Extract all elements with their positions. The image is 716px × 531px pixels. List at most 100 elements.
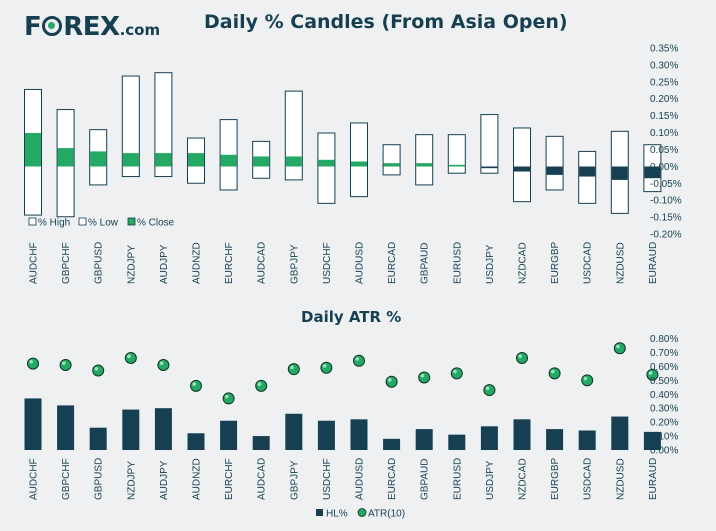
close-bar: [285, 156, 302, 167]
atr-marker-highlight: [94, 366, 99, 371]
y-tick-label: 0.20%: [650, 418, 678, 429]
y-tick-label: 0.10%: [650, 128, 678, 139]
y-tick-label: 0.60%: [650, 362, 678, 373]
atr-marker: [320, 361, 333, 374]
high-low-range-bar: [415, 134, 434, 186]
x-tick-label: NZDCAD: [518, 458, 529, 500]
x-tick-label: GBPUSD: [94, 458, 105, 500]
close-bar: [220, 154, 237, 167]
x-tick-label: AUDCAD: [257, 242, 268, 284]
x-tick-label: GBPJPY: [289, 244, 300, 284]
close-bar: [25, 133, 41, 167]
x-tick-label: AUDUSD: [355, 458, 366, 500]
atr-marker: [222, 392, 235, 405]
x-tick-label: GBPCHF: [61, 458, 72, 500]
atr-marker-highlight: [388, 378, 392, 382]
close-bar: [253, 156, 270, 167]
legend-label: ATR(10): [368, 509, 405, 520]
close-bar: [90, 151, 107, 167]
close-bar: [155, 153, 172, 167]
y-tick-label: -0.15%: [650, 213, 682, 224]
atr-marker: [255, 379, 268, 392]
hl-bar: [480, 426, 498, 450]
hl-bar: [643, 431, 661, 450]
atr-marker-highlight: [453, 369, 457, 374]
hl-bar: [611, 416, 629, 450]
hl-bar: [154, 408, 172, 450]
x-tick-label: EURAUD: [648, 458, 659, 500]
hl-bar: [350, 419, 368, 450]
y-tick-label: 0.40%: [650, 390, 678, 401]
atr-marker: [287, 363, 300, 376]
x-tick-label: EURCAD: [387, 242, 398, 284]
high-low-range-bar: [382, 144, 401, 176]
atr-marker-highlight: [192, 382, 196, 386]
hl-bar: [252, 436, 270, 450]
hl-bar: [578, 430, 596, 450]
y-tick-label: 0.70%: [650, 348, 678, 359]
hl-bar: [89, 427, 107, 450]
atr-marker-highlight: [648, 371, 653, 375]
atr-marker-highlight: [485, 386, 490, 391]
atr-marker: [548, 367, 561, 380]
legend-label: % High: [38, 218, 70, 229]
forex-logo: F REX.com: [24, 12, 160, 42]
x-tick-label: GBPCHF: [61, 242, 72, 284]
x-tick-label: NZDJPY: [126, 461, 137, 500]
atr-marker: [418, 371, 431, 384]
hl-bar: [383, 438, 401, 450]
y-tick-label: 0.05%: [650, 145, 678, 156]
close-bar: [188, 153, 204, 167]
x-tick-label: AUDJPY: [159, 460, 170, 500]
x-tick-label: EURUSD: [452, 242, 463, 284]
hl-bar: [24, 398, 42, 450]
high-low-range-bar: [121, 75, 140, 178]
legend-swatch: [78, 217, 87, 226]
x-tick-label: USDCHF: [322, 458, 333, 500]
atr-marker: [92, 364, 105, 377]
close-bar: [448, 164, 465, 167]
x-tick-label: USDCAD: [583, 242, 594, 284]
x-tick-label: USDCHF: [322, 242, 333, 284]
atr-marker-highlight: [518, 354, 522, 359]
hl-bar: [187, 433, 205, 450]
atr-marker-highlight: [29, 359, 33, 364]
close-bar: [514, 166, 530, 172]
high-low-range-bar: [350, 122, 368, 198]
x-tick-label: NZDUSD: [615, 458, 626, 500]
hl-bar: [57, 405, 75, 450]
x-tick-label: AUDJPY: [159, 244, 170, 284]
y-tick-label: 0.10%: [650, 432, 678, 443]
hl-bar: [448, 434, 466, 450]
atr-marker-highlight: [127, 354, 131, 359]
close-bar: [122, 153, 139, 167]
atr-marker: [613, 342, 626, 355]
y-tick-label: 0.30%: [650, 404, 678, 415]
logo-letters-rex: REX: [63, 12, 120, 42]
atr-marker: [353, 354, 365, 367]
high-low-range-bar: [154, 72, 173, 178]
atr-marker-highlight: [257, 382, 262, 386]
x-tick-label: USDJPY: [485, 460, 496, 500]
high-low-range-bar: [317, 132, 336, 204]
atr-marker: [516, 352, 528, 365]
x-tick-label: USDJPY: [485, 244, 496, 284]
y-tick-label: -0.05%: [650, 179, 682, 190]
hl-bar: [546, 429, 564, 450]
x-tick-label: GBPJPY: [289, 460, 300, 500]
candles-chart-title: Daily % Candles (From Asia Open): [204, 11, 568, 33]
atr-marker: [27, 357, 39, 370]
y-tick-label: 0.50%: [650, 376, 678, 387]
x-tick-label: EURCAD: [387, 458, 398, 500]
x-tick-label: EURAUD: [648, 242, 659, 284]
x-tick-label: EURGBP: [550, 241, 561, 284]
y-tick-label: 0.00%: [650, 162, 678, 173]
atr-marker: [157, 358, 170, 371]
y-tick-label: 0.80%: [650, 334, 678, 345]
high-low-range-bar: [480, 114, 499, 174]
x-tick-label: GBPAUD: [420, 459, 431, 501]
close-bar: [579, 166, 596, 177]
x-tick-label: AUDCHF: [29, 242, 40, 284]
x-tick-label: AUDCHF: [29, 458, 40, 500]
x-tick-label: NZDUSD: [615, 242, 626, 284]
